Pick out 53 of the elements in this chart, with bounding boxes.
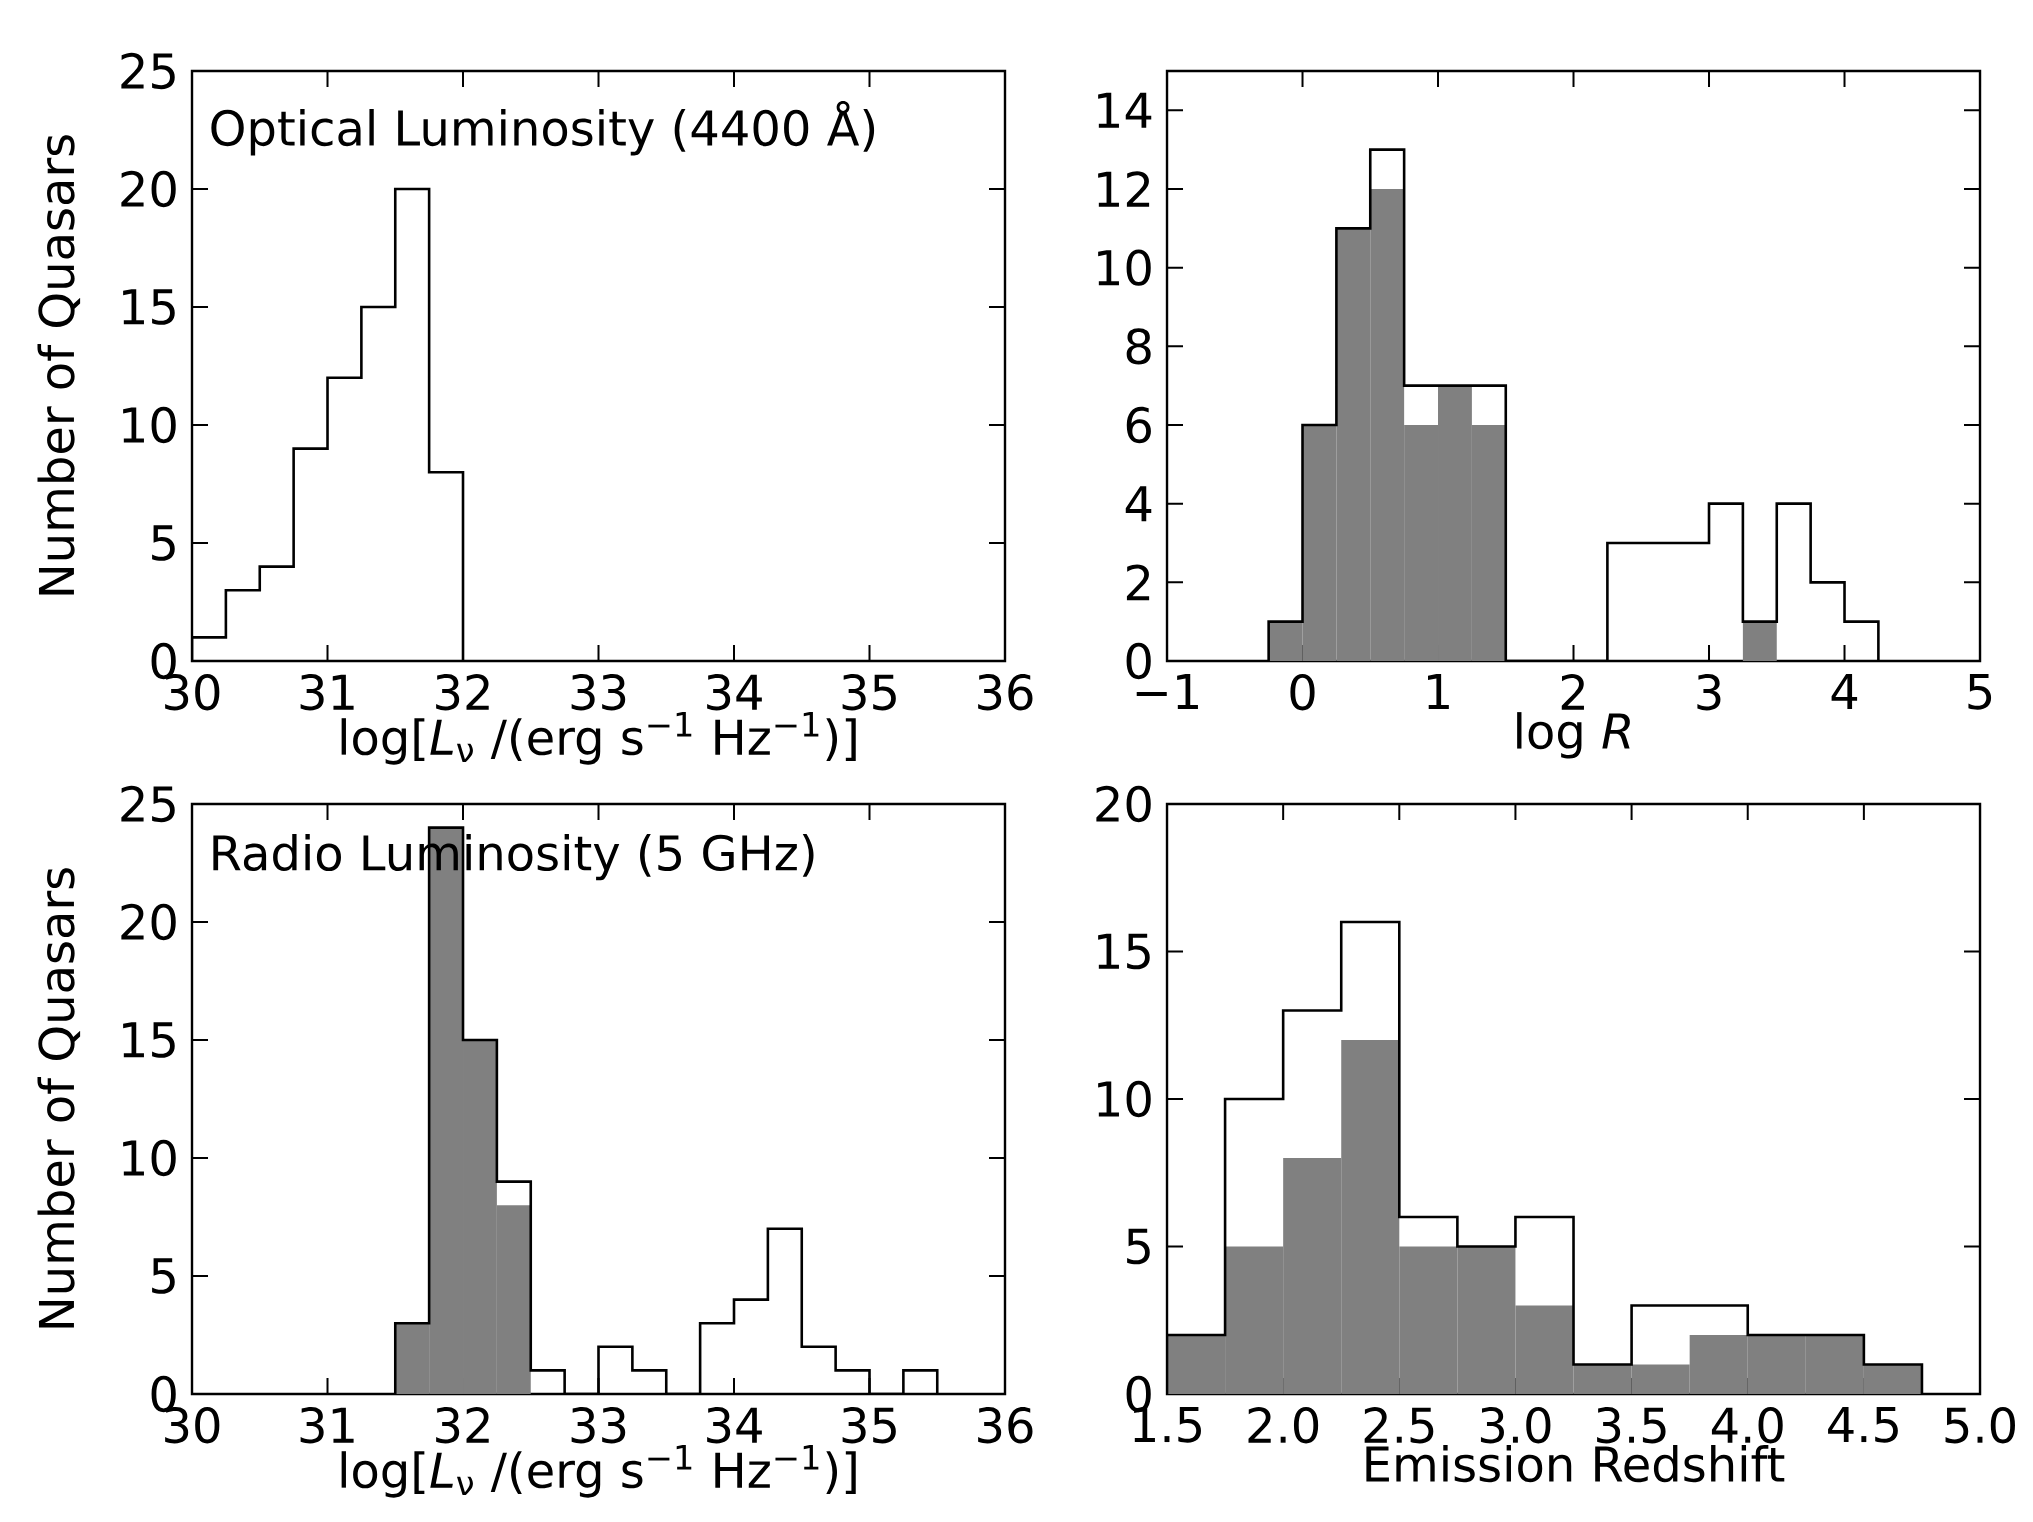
x-tick-label: 2 — [1561, 674, 1584, 710]
y-tick-label: 20 — [1096, 785, 1151, 823]
x-tick-label: 35 — [842, 674, 896, 711]
x-tick-label: 3.5 — [1597, 1407, 1666, 1444]
y-tick-label: 20 — [121, 170, 176, 208]
x-tick-label: 33 — [571, 1407, 626, 1444]
x-tick-label: 4 — [1831, 674, 1858, 710]
y-tick-label: 6 — [1126, 406, 1151, 444]
annotation: Optical Luminosity (4400 Å) — [211, 100, 875, 156]
x-tick-label: 4.5 — [1828, 1407, 1898, 1443]
x-tick-label: 35 — [842, 1407, 896, 1444]
y-tick-label: 5 — [152, 525, 175, 561]
x-tick-label: 0 — [1290, 674, 1315, 711]
y-axis-title: Number of Quasars — [37, 868, 81, 1328]
y-tick-label: 10 — [1098, 1080, 1151, 1118]
x-tick-label: 31 — [300, 674, 354, 711]
x-tick-label: 34 — [707, 1407, 762, 1444]
y-tick-label: 5 — [152, 1258, 175, 1294]
y-tick-label: 5 — [1127, 1228, 1150, 1265]
y-tick-label: 10 — [123, 1139, 176, 1177]
y-tick-label: 10 — [1098, 249, 1151, 286]
y-tick-label: 4 — [1125, 486, 1152, 522]
y-tick-label: 25 — [121, 785, 175, 823]
y-axis-title: Number of Quasars — [37, 135, 81, 595]
x-tick-label: 36 — [978, 674, 1033, 711]
x-tick-label: 3 — [1697, 674, 1721, 711]
y-tick-label: 10 — [123, 406, 176, 444]
x-axis-title: log R — [1517, 712, 1630, 759]
y-tick-label: 14 — [1098, 92, 1152, 128]
x-tick-label: 31 — [300, 1407, 354, 1444]
y-tick-label: 15 — [123, 1022, 175, 1058]
x-axis-title: log[L$_{ν}$ /(erg s$^{−1}$ Hz$^{−1}$)] — [341, 1445, 856, 1498]
y-tick-label: 8 — [1126, 328, 1151, 365]
x-tick-label: 1 — [1428, 674, 1449, 710]
x-tick-label: 36 — [978, 1407, 1033, 1444]
x-tick-label: 33 — [571, 674, 626, 711]
y-tick-label: 25 — [121, 52, 175, 90]
x-tick-label: 2.5 — [1364, 1407, 1434, 1444]
x-tick-label: 5.0 — [1945, 1407, 2015, 1444]
y-tick-label: 12 — [1098, 171, 1150, 207]
y-tick-label: 15 — [1098, 933, 1150, 970]
x-tick-label: 3.0 — [1480, 1407, 1551, 1444]
x-tick-label: 32 — [436, 1407, 489, 1444]
y-tick-label: 20 — [121, 903, 176, 941]
y-tick-label: 2 — [1126, 564, 1150, 601]
x-tick-label: 34 — [707, 674, 762, 711]
x-axis-title: Emission Redshift — [1366, 1445, 1785, 1483]
x-tick-label: 5 — [1968, 674, 1992, 710]
x-tick-label: 4.0 — [1711, 1407, 1783, 1444]
x-tick-label: 32 — [436, 674, 489, 711]
y-tick-label: 15 — [123, 289, 175, 325]
x-tick-label: 2.0 — [1248, 1407, 1319, 1444]
x-axis-title: log[L$_{ν}$ /(erg s$^{−1}$ Hz$^{−1}$)] — [341, 712, 856, 765]
